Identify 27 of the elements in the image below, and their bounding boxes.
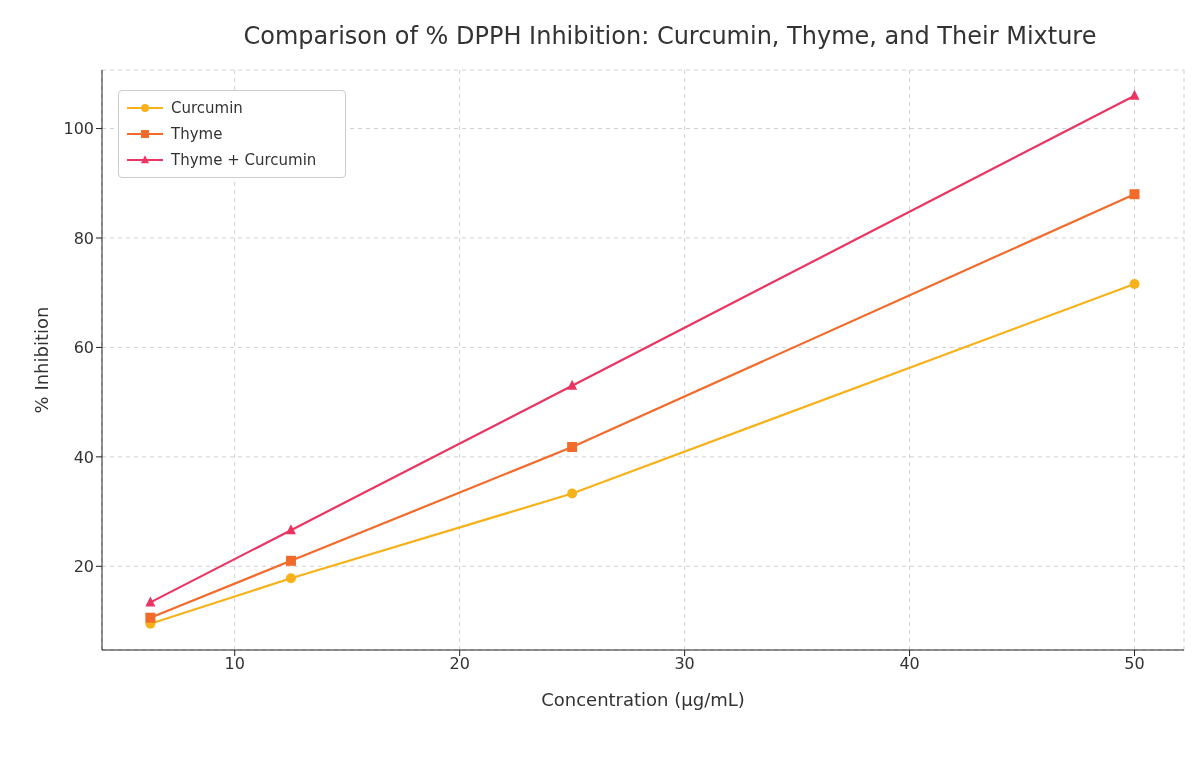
point <box>567 442 578 452</box>
x-tick-label: 30 <box>674 654 695 674</box>
y-tick-label: 100 <box>63 119 94 139</box>
x-tick-label: 50 <box>1124 654 1145 674</box>
point <box>145 596 156 607</box>
y-axis-title: % Inhibition <box>31 306 53 414</box>
point <box>1129 278 1140 289</box>
point <box>1129 189 1140 200</box>
y-tick-label: 60 <box>73 338 94 358</box>
y-tick-label: 80 <box>73 228 94 248</box>
point <box>567 379 578 390</box>
x-tick-label: 10 <box>224 654 245 674</box>
legend-label: Curcumin <box>171 99 243 117</box>
x-tick-label: 20 <box>449 654 470 674</box>
legend-label: Thyme <box>171 125 223 143</box>
point <box>145 612 156 623</box>
y-tick-label: 40 <box>73 447 94 467</box>
point <box>1129 89 1140 100</box>
x-tick-label: 40 <box>899 654 920 674</box>
x-axis-title: Concentration (µg/mL) <box>541 689 745 710</box>
point <box>285 573 296 584</box>
point <box>285 524 296 535</box>
point <box>285 555 296 566</box>
chart-title: Comparison of % DPPH Inhibition: Curcumin, Thyme, and Their Mixture <box>242 22 1098 52</box>
legend-label: Thyme + Curcumin <box>171 151 317 169</box>
point <box>567 488 578 499</box>
y-tick-label: 20 <box>73 556 94 576</box>
